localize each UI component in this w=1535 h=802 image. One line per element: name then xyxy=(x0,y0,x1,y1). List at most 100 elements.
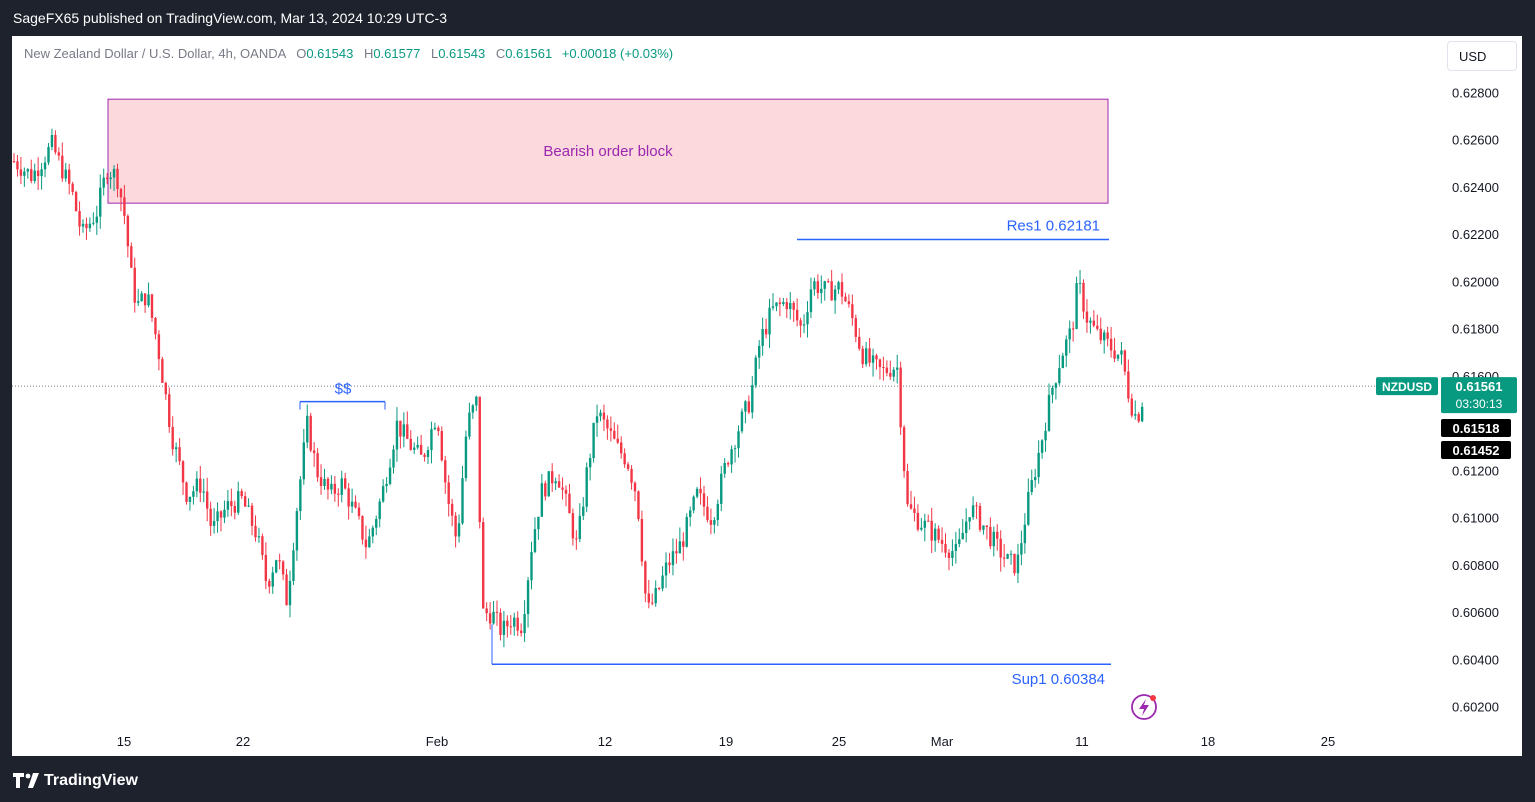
candle-body xyxy=(858,336,861,349)
symbol-tag: NZDUSD xyxy=(1382,380,1432,394)
candle-body xyxy=(150,294,154,318)
candle-body xyxy=(247,505,250,507)
candle-body xyxy=(1023,524,1027,544)
candle-body xyxy=(109,177,112,180)
candle-body xyxy=(364,539,368,548)
candle-body xyxy=(792,302,795,310)
candle-body xyxy=(281,561,285,575)
notification-dot-icon xyxy=(1150,695,1156,701)
candle-body xyxy=(137,301,140,303)
y-tick-label: 0.62000 xyxy=(1452,274,1499,289)
candle-body xyxy=(906,471,909,505)
candle-body xyxy=(243,496,247,507)
candle-body xyxy=(513,617,516,627)
candle-body xyxy=(557,481,561,488)
candle-body xyxy=(326,478,330,490)
candle-body xyxy=(685,517,688,547)
candle-body xyxy=(992,531,995,547)
candle-body xyxy=(485,608,488,614)
candle-body xyxy=(30,169,33,182)
y-tick-label: 0.60400 xyxy=(1452,652,1499,667)
low-value: 0.61543 xyxy=(438,46,486,61)
candle-body xyxy=(657,588,661,590)
candle-body xyxy=(896,367,899,370)
candle-body xyxy=(744,401,747,412)
candle-body xyxy=(19,169,23,176)
price-chart[interactable]: 0.60200 0.60400 0.60600 0.60800 0.61000 0.612… xyxy=(12,36,1522,756)
top-bar: SageFX65 published on TradingView.com, M… xyxy=(0,0,1535,36)
candle-body xyxy=(1068,328,1071,340)
candle-body xyxy=(85,223,88,229)
candle-body xyxy=(261,536,264,555)
candle-body xyxy=(161,359,164,383)
candle-body xyxy=(385,483,388,487)
candle-body xyxy=(454,515,457,537)
chart-panel[interactable]: 0.60200 0.60400 0.60600 0.60800 0.61000 0.612… xyxy=(12,36,1522,756)
candle-body xyxy=(630,468,633,483)
candle-body xyxy=(319,477,323,487)
candle-body xyxy=(188,496,192,502)
candle-body xyxy=(233,505,236,513)
candle-body xyxy=(754,357,757,386)
candle-body xyxy=(288,580,292,606)
candle-body xyxy=(747,401,751,413)
candle-body xyxy=(199,478,202,493)
candle-body xyxy=(585,467,588,507)
candle-body xyxy=(1085,311,1089,323)
candle-body xyxy=(975,505,978,507)
candle-body xyxy=(965,521,968,534)
candle-body xyxy=(368,536,371,548)
candle-body xyxy=(1040,440,1044,453)
candle-body xyxy=(312,450,316,454)
candle-body xyxy=(88,223,92,229)
candle-body xyxy=(440,431,443,461)
candle-body xyxy=(720,473,723,504)
candle-body xyxy=(133,267,136,303)
candle-body xyxy=(809,289,813,313)
y-tick-label: 0.61800 xyxy=(1452,322,1499,337)
candle-body xyxy=(123,197,126,216)
currency-button[interactable]: USD xyxy=(1447,41,1517,71)
candle-body xyxy=(637,491,640,520)
candle-body xyxy=(854,318,857,337)
candle-body xyxy=(778,302,782,305)
candle-body xyxy=(1140,406,1144,422)
candle-body xyxy=(989,526,992,547)
candle-body xyxy=(337,493,340,495)
candle-body xyxy=(192,491,195,497)
candle-body xyxy=(302,442,305,480)
candle-body xyxy=(813,281,816,290)
candle-body xyxy=(495,611,499,613)
candle-body xyxy=(1109,338,1113,351)
candle-body xyxy=(526,580,530,615)
candle-body xyxy=(958,539,961,544)
close-value: 0.61561 xyxy=(505,46,553,61)
candle-body xyxy=(1113,350,1116,359)
candle-body xyxy=(482,522,485,609)
candle-body xyxy=(864,348,868,365)
candle-body xyxy=(419,444,423,455)
candle-body xyxy=(927,520,930,522)
candle-body xyxy=(40,169,43,177)
candle-body xyxy=(802,324,806,326)
candle-body xyxy=(602,412,606,420)
candle-body xyxy=(644,561,647,594)
candle-body xyxy=(64,169,67,179)
candle-body xyxy=(868,348,871,363)
x-tick-label: 22 xyxy=(236,734,250,749)
candle-body xyxy=(406,424,409,439)
candle-body xyxy=(1020,543,1023,555)
candle-body xyxy=(689,510,692,518)
candle-body xyxy=(81,223,85,227)
y-tick-label: 0.60800 xyxy=(1452,558,1499,573)
candle-body xyxy=(416,444,419,448)
candle-body xyxy=(71,183,74,193)
high-value: 0.61577 xyxy=(373,46,421,61)
candle-body xyxy=(181,461,185,483)
candle-body xyxy=(61,155,64,179)
candle-body xyxy=(820,288,823,293)
candle-body xyxy=(271,572,274,587)
candle-body xyxy=(647,593,650,603)
candle-body xyxy=(1078,282,1082,284)
candle-body xyxy=(640,519,644,562)
